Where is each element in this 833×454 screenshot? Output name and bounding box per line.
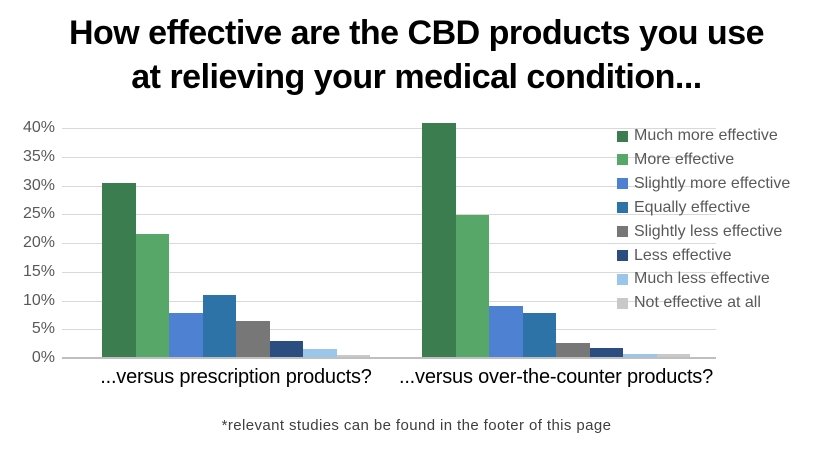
bar-much-more-effective-group1 [102, 183, 136, 358]
legend-label: Slightly less effective [634, 222, 783, 240]
legend-item-slightly-more-effective: Slightly more effective [617, 172, 790, 196]
legend-label: More effective [634, 150, 735, 168]
legend-swatch [617, 297, 628, 309]
footnote: *relevant studies can be found in the fo… [221, 417, 612, 434]
legend-item-more-effective: More effective [617, 148, 734, 172]
bar-more-effective-group2 [455, 215, 489, 358]
y-axis-tick-label: 35% [22, 147, 55, 165]
title-line-2: at relieving your medical condition... [131, 57, 702, 96]
legend-label: Not effective at all [634, 294, 761, 312]
y-axis-tick-label: 20% [22, 234, 55, 251]
bar-less-effective-group2 [589, 347, 623, 358]
bar-not-effective-at-all-group2 [656, 354, 690, 358]
bar-slightly-more-effective-group1 [169, 313, 203, 358]
legend-swatch [617, 250, 628, 261]
y-axis-tick-label: 0% [31, 349, 55, 366]
title-line-1: How effective are the CBD products you u… [68, 14, 765, 52]
bar-much-less-effective-group1 [303, 349, 337, 358]
legend-label: Slightly more effective [634, 174, 791, 192]
bar-not-effective-at-all-group1 [336, 354, 370, 358]
bar-much-more-effective-group2 [422, 122, 456, 358]
y-axis-tick-label: 10% [22, 291, 55, 309]
y-axis-tick-label: 40% [22, 119, 55, 136]
legend-item-slightly-less-effective: Slightly less effective [617, 220, 782, 244]
legend-swatch [617, 178, 628, 190]
gridline [62, 156, 716, 158]
gridline [62, 271, 716, 273]
bar-slightly-less-effective-group2 [556, 343, 590, 359]
legend-item-not-effective-at-all: Not effective at all [617, 291, 761, 315]
legend-swatch [617, 130, 628, 142]
legend-item-much-more-effective: Much more effective [617, 124, 778, 148]
y-axis-tick-label: 25% [22, 205, 55, 223]
legend-label: Equally effective [634, 198, 751, 216]
y-axis-tick-label: 30% [22, 176, 55, 194]
legend-label: Less effective [634, 246, 732, 264]
bar-equally-effective-group2 [522, 313, 556, 358]
legend-swatch [617, 202, 628, 214]
bar-slightly-more-effective-group2 [489, 306, 523, 359]
legend-swatch [617, 273, 628, 285]
gridline [62, 329, 716, 331]
page-title: How effective are the CBD products you u… [0, 12, 833, 99]
gridline [62, 243, 716, 244]
y-axis-tick-label: 5% [31, 320, 55, 338]
legend-swatch [617, 226, 628, 238]
bar-less-effective-group1 [269, 340, 303, 359]
y-axis-tick-label: 15% [22, 262, 55, 280]
legend-item-much-less-effective: Much less effective [617, 267, 770, 291]
bar-equally-effective-group1 [202, 294, 236, 359]
gridline [62, 128, 716, 129]
legend-label: Much less effective [634, 270, 770, 288]
legend-item-less-effective: Less effective [617, 244, 732, 268]
bar-much-less-effective-group2 [623, 354, 657, 358]
bar-slightly-less-effective-group1 [236, 321, 270, 358]
legend-swatch [617, 154, 628, 166]
legend-item-equally-effective: Equally effective [617, 196, 750, 220]
x-axis-line [62, 357, 716, 359]
gridline [62, 300, 716, 302]
x-category-label-otc: ...versus over-the-counter products? [398, 366, 714, 388]
bar-more-effective-group1 [135, 233, 169, 358]
x-category-label-prescription: ...versus prescription products? [100, 366, 372, 388]
gridline [62, 185, 716, 187]
legend-label: Much more effective [634, 127, 778, 144]
gridline [62, 214, 716, 216]
